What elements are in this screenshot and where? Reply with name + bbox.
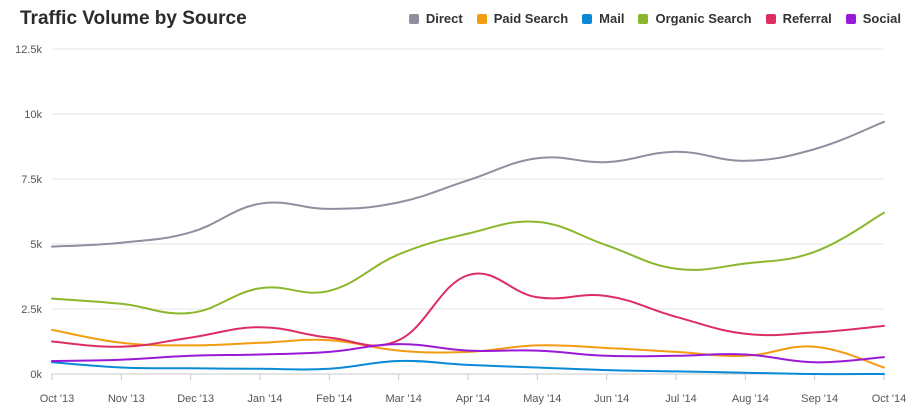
x-tick-label: Feb '14 bbox=[316, 393, 352, 405]
series-line-social bbox=[51, 343, 885, 364]
legend-item-direct[interactable]: Direct bbox=[408, 11, 463, 26]
legend-label: Mail bbox=[599, 11, 625, 26]
series-line-mail bbox=[51, 359, 885, 376]
y-tick-label: 7.5k bbox=[21, 174, 42, 186]
y-tick-label: 0k bbox=[30, 369, 42, 381]
x-tick-label: Jul '14 bbox=[665, 393, 696, 405]
legend-item-referral[interactable]: Referral bbox=[765, 11, 832, 26]
x-tick-label: Sep '14 bbox=[801, 393, 838, 405]
x-tick-label: Dec '13 bbox=[177, 393, 214, 405]
x-tick-label: Oct '14 bbox=[872, 393, 907, 405]
x-tick-label: Aug '14 bbox=[732, 393, 769, 405]
x-tick-label: Oct '13 bbox=[40, 393, 75, 405]
series-line-referral bbox=[51, 272, 885, 348]
legend-swatch bbox=[638, 13, 649, 24]
x-tick-label: Jun '14 bbox=[594, 393, 629, 405]
chart-title: Traffic Volume by Source bbox=[20, 8, 247, 29]
legend-item-mail[interactable]: Mail bbox=[582, 11, 624, 26]
series-line-direct bbox=[51, 120, 885, 248]
legend-label: Referral bbox=[782, 11, 832, 26]
legend-label: Social bbox=[862, 11, 901, 26]
series-line-organic-search bbox=[51, 211, 885, 315]
legend-swatch bbox=[476, 13, 487, 24]
y-tick-label: 2.5k bbox=[21, 304, 42, 316]
x-tick-label: Apr '14 bbox=[456, 393, 491, 405]
series-line-paid-search bbox=[51, 328, 885, 369]
legend-item-organic-search[interactable]: Organic Search bbox=[638, 11, 752, 26]
x-tick-label: Mar '14 bbox=[385, 393, 421, 405]
legend-swatch bbox=[765, 13, 776, 24]
legend-label: Direct bbox=[425, 11, 463, 26]
y-tick-label: 12.5k bbox=[15, 44, 42, 56]
legend-swatch bbox=[408, 13, 419, 24]
legend-item-social[interactable]: Social bbox=[845, 11, 901, 26]
y-tick-label: 5k bbox=[30, 239, 42, 251]
legend-item-paid-search[interactable]: Paid Search bbox=[476, 11, 569, 26]
legend: Direct Paid Search Mail Organic Search Refer… bbox=[395, 11, 901, 26]
x-tick-label: Nov '13 bbox=[108, 393, 145, 405]
legend-label: Organic Search bbox=[655, 11, 752, 26]
x-tick-label: Jan '14 bbox=[247, 393, 282, 405]
legend-swatch bbox=[582, 13, 593, 24]
legend-swatch bbox=[845, 13, 856, 24]
x-tick-label: May '14 bbox=[523, 393, 561, 405]
y-tick-label: 10k bbox=[24, 109, 42, 121]
legend-label: Paid Search bbox=[493, 11, 569, 26]
